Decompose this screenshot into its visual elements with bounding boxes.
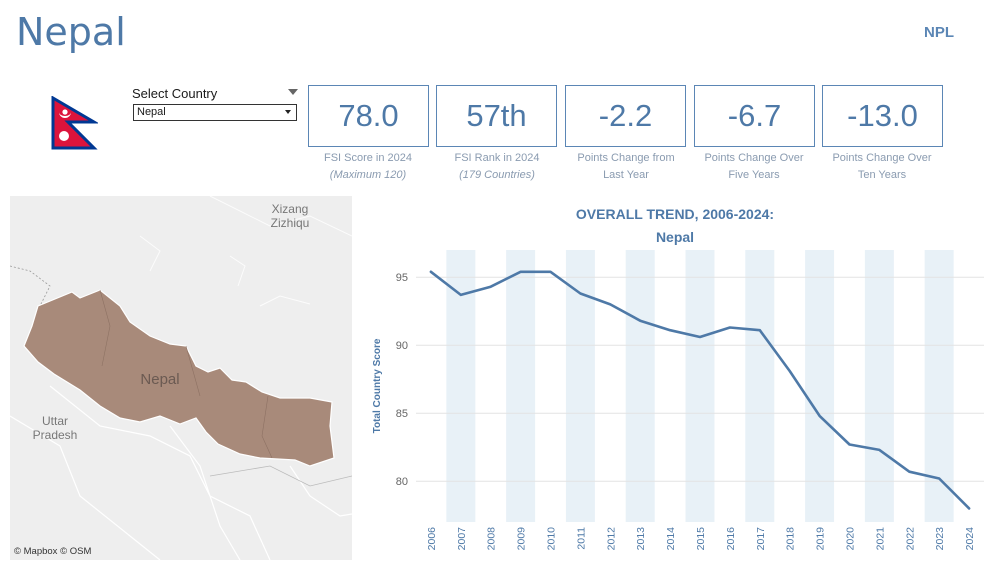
x-tick-label: 2006 xyxy=(426,527,438,551)
y-tick-label: 90 xyxy=(396,340,408,352)
kpi-caption: FSI Score in 2024 (Maximum 120) xyxy=(298,150,438,184)
kpi-caption-line1: FSI Rank in 2024 xyxy=(454,152,540,164)
year-band xyxy=(864,250,894,522)
map-label-line: Uttar xyxy=(41,414,68,428)
kpi-caption-line2: (179 Countries) xyxy=(459,169,535,181)
chart-subtitle: Nepal xyxy=(655,229,695,245)
y-tick-label: 85 xyxy=(396,408,408,420)
y-tick-label: 95 xyxy=(396,272,408,284)
x-tick-label: 2021 xyxy=(874,527,886,551)
map-label-xizang: Xizang Zizhiqu xyxy=(265,202,315,230)
x-tick-label: 2011 xyxy=(575,527,587,550)
x-tick-label: 2016 xyxy=(725,527,737,551)
x-tick-label: 2007 xyxy=(456,527,468,551)
chart-title: OVERALL TREND, 2006-2024: xyxy=(575,206,775,222)
x-tick-label: 2012 xyxy=(605,527,617,551)
x-tick-label: 2019 xyxy=(815,527,827,551)
nepal-flag-icon xyxy=(51,96,98,150)
x-tick-label: 2010 xyxy=(546,527,558,551)
y-axis-label: Total Country Score xyxy=(372,338,383,433)
kpi-caption-line1: FSI Score in 2024 xyxy=(323,152,413,164)
year-band xyxy=(745,250,775,522)
x-tick-label: 2008 xyxy=(486,527,498,551)
country-select-value: Nepal xyxy=(137,106,166,118)
x-tick-label: 2014 xyxy=(665,527,677,551)
x-tick-label: 2020 xyxy=(844,527,856,551)
x-tick-label: 2009 xyxy=(516,527,528,551)
map-label-line: Pradesh xyxy=(32,428,78,442)
year-band xyxy=(506,250,536,522)
y-tick-label: 80 xyxy=(396,476,408,488)
x-tick-label: 2018 xyxy=(785,527,797,551)
nepal-region-shape xyxy=(23,289,335,467)
chevron-down-icon xyxy=(285,110,291,114)
map-canvas xyxy=(10,196,352,560)
year-band xyxy=(805,250,835,522)
kpi-fsi-rank: 57th xyxy=(436,85,557,147)
country-select[interactable]: Nepal xyxy=(133,104,297,121)
page-title: Nepal xyxy=(16,10,126,54)
map-label-uttar-pradesh: Uttar Pradesh xyxy=(28,414,82,442)
kpi-caption: Points Change from Last Year xyxy=(556,150,696,184)
map-label-line: Zizhiqu xyxy=(270,216,310,230)
select-country-label: Select Country xyxy=(132,86,218,101)
kpi-change-five-years: -6.7 xyxy=(694,85,815,147)
kpi-caption: FSI Rank in 2024 (179 Countries) xyxy=(427,150,567,184)
selector-menu-icon[interactable] xyxy=(288,89,298,95)
series-line xyxy=(429,270,971,510)
x-tick-label: 2017 xyxy=(755,527,767,551)
kpi-caption-line1: Points Change from xyxy=(577,152,675,164)
kpi-caption: Points Change Over Five Years xyxy=(684,150,824,184)
year-band xyxy=(625,250,655,522)
country-code: NPL xyxy=(924,24,954,41)
x-tick-label: 2015 xyxy=(695,527,707,551)
kpi-fsi-score: 78.0 xyxy=(308,85,429,147)
x-tick-label: 2013 xyxy=(635,527,647,551)
kpi-caption-line1: Points Change Over xyxy=(832,152,932,164)
x-tick-label: 2023 xyxy=(934,527,946,551)
kpi-caption-line2: (Maximum 120) xyxy=(329,169,407,181)
kpi-caption-line2: Last Year xyxy=(603,169,649,181)
country-map[interactable]: Xizang Zizhiqu Nepal Uttar Pradesh © Map… xyxy=(10,196,352,560)
kpi-caption: Points Change Over Ten Years xyxy=(812,150,952,184)
map-label-line: Xizang xyxy=(271,202,309,216)
map-label-nepal: Nepal xyxy=(140,371,180,388)
map-attribution[interactable]: © Mapbox © OSM xyxy=(14,546,92,557)
kpi-caption-line1: Points Change Over xyxy=(704,152,804,164)
x-tick-label: 2024 xyxy=(964,527,976,551)
kpi-caption-line2: Five Years xyxy=(728,169,780,181)
x-tick-label: 2022 xyxy=(904,527,916,551)
year-band xyxy=(565,250,595,522)
kpi-caption-line2: Ten Years xyxy=(857,169,907,181)
trend-line-chart[interactable]: 80 85 90 95 Total Country Score 2006 2007 2008 2… xyxy=(362,250,988,555)
kpi-change-ten-years: -13.0 xyxy=(822,85,943,147)
kpi-change-last-year: -2.2 xyxy=(565,85,686,147)
year-band xyxy=(685,250,715,522)
